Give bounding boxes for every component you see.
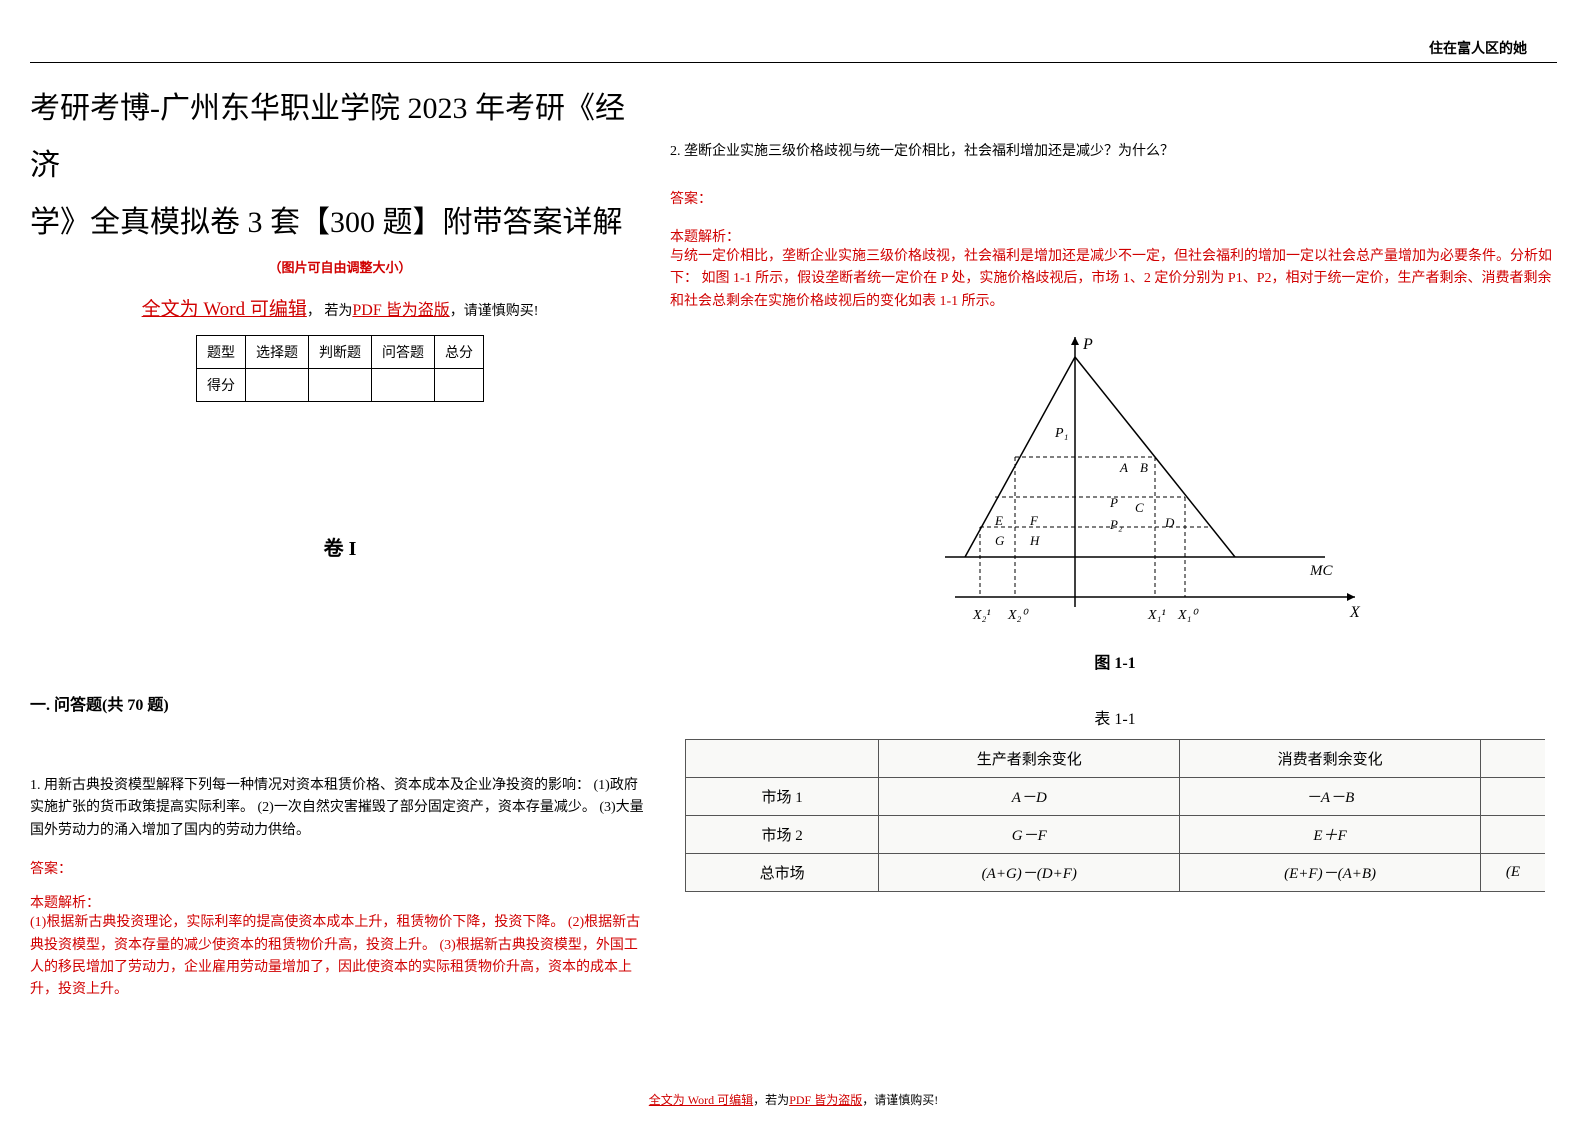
table-row: 题型 选择题 判断题 问答题 总分 xyxy=(197,336,484,369)
score-table: 题型 选择题 判断题 问答题 总分 得分 xyxy=(196,335,484,402)
svg-text:X: X xyxy=(1349,604,1361,621)
t11-r1c2: E＋F xyxy=(1180,815,1481,853)
score-cell xyxy=(309,369,372,402)
t11-r0c3 xyxy=(1481,777,1546,815)
svg-text:X₁¹: X₁¹ xyxy=(1147,608,1166,623)
score-h2: 判断题 xyxy=(309,336,372,369)
svg-text:P: P xyxy=(1109,495,1118,510)
q2-analysis-text: 与统一定价相比，垄断企业实施三级价格歧视，社会福利是增加还是减少不一定，但社会福… xyxy=(670,246,1560,313)
q1-analysis-label: 本题解析： xyxy=(30,892,650,912)
table-row: 生产者剩余变化 消费者剩余变化 xyxy=(686,739,1546,777)
q2-answer-label: 答案： xyxy=(670,188,1560,208)
t11-r2c1: (A+G)－(D+F) xyxy=(879,853,1180,891)
figure-label: 图 1-1 xyxy=(670,649,1560,673)
svg-text:D: D xyxy=(1164,515,1175,530)
header-underline xyxy=(30,62,1557,63)
score-h4: 总分 xyxy=(435,336,484,369)
edit-part1: 全文为 Word 可编辑 xyxy=(142,299,307,320)
svg-text:H: H xyxy=(1029,533,1040,548)
title-line1: 考研考博-广州东华职业学院 2023 年考研《经济 xyxy=(30,92,625,182)
footer-p1: 全文为 Word 可编辑 xyxy=(649,1093,753,1107)
svg-text:B: B xyxy=(1140,460,1148,475)
score-cell xyxy=(435,369,484,402)
t11-r0c0: 市场 1 xyxy=(686,777,879,815)
left-column: 考研考博-广州东华职业学院 2023 年考研《经济 学》全真模拟卷 3 套【30… xyxy=(30,80,650,1002)
t11-r1c3 xyxy=(1481,815,1546,853)
title-line2: 学》全真模拟卷 3 套【300 题】附带答案详解 xyxy=(30,206,623,239)
svg-text:X₂¹: X₂¹ xyxy=(972,608,991,623)
table-row: 得分 xyxy=(197,369,484,402)
question-1: 1. 用新古典投资模型解释下列每一种情况对资本租赁价格、资本成本及企业净投资的影… xyxy=(30,775,650,1002)
svg-text:P₁: P₁ xyxy=(1054,426,1068,441)
resize-note: （图片可自由调整大小） xyxy=(30,257,650,276)
table-row: 市场 2 G－F E＋F xyxy=(686,815,1546,853)
edit-part2: ， 若为 xyxy=(307,304,353,319)
q1-analysis-text: (1)根据新古典投资理论，实际利率的提高使资本成本上升，租赁物价下降，投资下降。… xyxy=(30,912,650,1002)
score-row2-first: 得分 xyxy=(197,369,246,402)
table-1-1-title: 表 1-1 xyxy=(670,705,1560,729)
score-h1: 选择题 xyxy=(246,336,309,369)
econ-diagram-svg: P X MC P₁ A B P C D P₂ E F G H X₂¹ X₂⁰ X… xyxy=(855,327,1375,647)
t11-r0c1: A－D xyxy=(879,777,1180,815)
svg-text:G: G xyxy=(995,533,1005,548)
svg-text:P₂: P₂ xyxy=(1109,517,1123,532)
t11-r1c0: 市场 2 xyxy=(686,815,879,853)
footer-warning: 全文为 Word 可编辑，若为PDF 皆为盗版，请谨慎购买! xyxy=(0,1091,1587,1108)
score-h3: 问答题 xyxy=(372,336,435,369)
table-row: 市场 1 A－D －A－B xyxy=(686,777,1546,815)
svg-text:F: F xyxy=(1029,513,1039,528)
t11-h2: 消费者剩余变化 xyxy=(1180,739,1481,777)
q1-answer-label: 答案： xyxy=(30,858,650,878)
footer-p4: ，请谨慎购买! xyxy=(862,1093,938,1107)
document-title: 考研考博-广州东华职业学院 2023 年考研《经济 学》全真模拟卷 3 套【30… xyxy=(30,80,650,251)
svg-text:X₁⁰: X₁⁰ xyxy=(1177,608,1199,623)
svg-text:A: A xyxy=(1119,460,1128,475)
edit-warning: 全文为 Word 可编辑， 若为PDF 皆为盗版，请谨慎购买! xyxy=(30,294,650,321)
q2-text: 2. 垄断企业实施三级价格歧视与统一定价相比，社会福利增加还是减少？为什么？ xyxy=(670,140,1560,164)
t11-r2c3: (E xyxy=(1481,853,1546,891)
q2-analysis-label: 本题解析： xyxy=(670,226,1560,246)
right-column: 2. 垄断企业实施三级价格歧视与统一定价相比，社会福利增加还是减少？为什么？ 答… xyxy=(670,140,1560,892)
page-header-right: 住在富人区的她 xyxy=(1429,38,1527,58)
volume-label: 卷 I xyxy=(30,532,650,561)
score-h0: 题型 xyxy=(197,336,246,369)
t11-h3 xyxy=(1481,739,1546,777)
t11-h1: 生产者剩余变化 xyxy=(879,739,1180,777)
t11-r2c2: (E+F)－(A+B) xyxy=(1180,853,1481,891)
section-title: 一. 问答题(共 70 题) xyxy=(30,691,650,715)
edit-part4: ，请谨慎购买! xyxy=(450,304,539,319)
q1-text: 1. 用新古典投资模型解释下列每一种情况对资本租赁价格、资本成本及企业净投资的影… xyxy=(30,775,650,842)
svg-text:MC: MC xyxy=(1309,563,1333,579)
table-row: 总市场 (A+G)－(D+F) (E+F)－(A+B) (E xyxy=(686,853,1546,891)
svg-text:E: E xyxy=(994,513,1003,528)
t11-h0 xyxy=(686,739,879,777)
footer-p2: ，若为 xyxy=(753,1093,789,1107)
svg-text:P: P xyxy=(1082,336,1093,353)
t11-r1c1: G－F xyxy=(879,815,1180,853)
edit-part3: PDF 皆为盗版 xyxy=(352,302,449,319)
svg-text:X₂⁰: X₂⁰ xyxy=(1007,608,1029,623)
footer-p3: PDF 皆为盗版 xyxy=(789,1093,862,1107)
score-cell xyxy=(372,369,435,402)
svg-text:C: C xyxy=(1135,500,1144,515)
t11-r2c0: 总市场 xyxy=(686,853,879,891)
t11-r0c2: －A－B xyxy=(1180,777,1481,815)
figure-1-1: P X MC P₁ A B P C D P₂ E F G H X₂¹ X₂⁰ X… xyxy=(855,327,1375,647)
table-1-1: 生产者剩余变化 消费者剩余变化 市场 1 A－D －A－B 市场 2 G－F E… xyxy=(685,739,1545,892)
score-cell xyxy=(246,369,309,402)
